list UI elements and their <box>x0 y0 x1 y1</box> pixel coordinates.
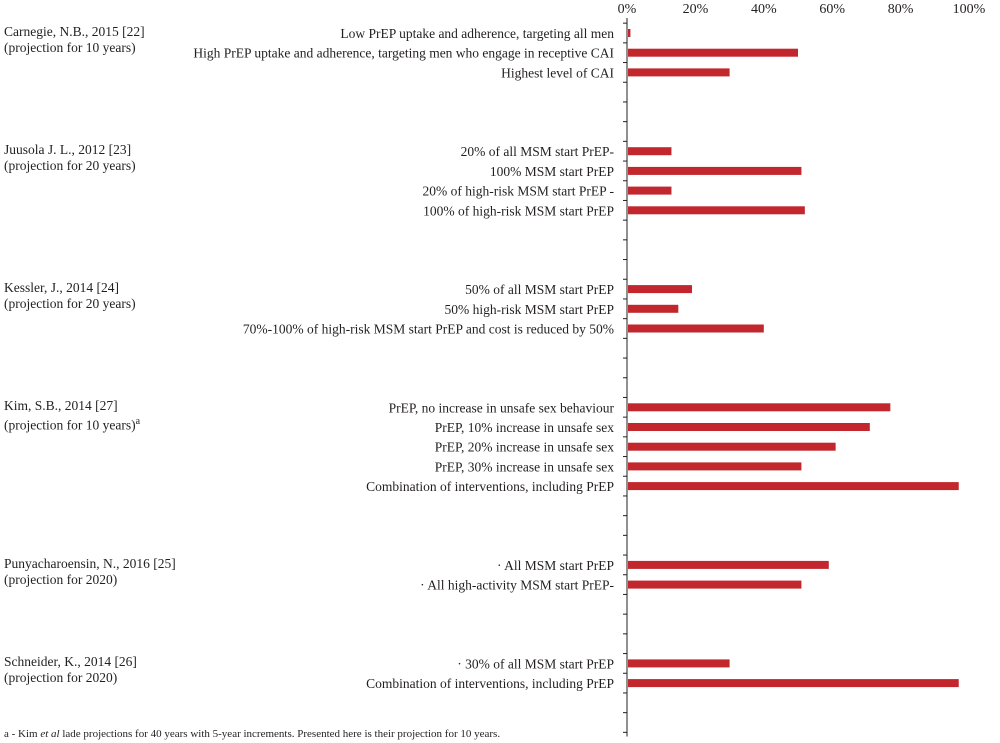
category-label: PrEP, 30% increase in unsafe sex <box>435 459 614 474</box>
x-tick-label: 40% <box>751 2 777 17</box>
bar <box>628 304 679 313</box>
group-title-line: Juusola J. L., 2012 [23] <box>4 142 132 158</box>
category-label: Low PrEP uptake and adherence, targeting… <box>340 26 614 41</box>
group-subtitle-line: (projection for 20 years) <box>4 296 136 312</box>
bar <box>628 324 764 333</box>
bar <box>628 442 836 451</box>
category-label: · 30% of all MSM start PrEP <box>457 656 614 671</box>
category-label: High PrEP uptake and adherence, targetin… <box>193 46 614 61</box>
x-tick-label: 80% <box>888 2 914 17</box>
bar <box>628 186 672 195</box>
group-title: Kessler, J., 2014 [24] (projection for 20… <box>4 280 136 312</box>
bar <box>628 29 631 37</box>
bar <box>628 48 798 57</box>
group-title-line: Punyacharoensin, N., 2016 [25] <box>4 555 176 571</box>
bar <box>628 560 829 569</box>
bar <box>628 462 802 471</box>
bar <box>628 403 891 412</box>
bar <box>628 679 959 688</box>
x-tick-label: 20% <box>683 2 709 17</box>
x-tick-label: 0% <box>618 2 637 17</box>
category-label: Combination of interventions, including … <box>366 676 614 691</box>
category-label: 20% of all MSM start PrEP- <box>461 144 615 159</box>
bar <box>628 659 730 668</box>
category-label: · All MSM start PrEP <box>497 558 614 573</box>
group-subtitle-line: (projection for 10 years)a <box>4 416 141 433</box>
group-subtitle-line: (projection for 2020) <box>4 571 118 587</box>
bar <box>628 482 959 491</box>
footnote-italic: et al <box>40 728 60 740</box>
footnote: a - Kim et al lade projections for 40 ye… <box>4 728 500 740</box>
bar <box>628 206 805 215</box>
bar <box>628 423 870 431</box>
group-subtitle-line: (projection for 2020) <box>4 670 118 686</box>
group-title-line: Kim, S.B., 2014 [27] <box>4 398 118 414</box>
category-label: Combination of interventions, including … <box>366 479 614 494</box>
category-label: PrEP, 10% increase in unsafe sex <box>435 420 614 435</box>
x-tick-label: 60% <box>819 2 845 17</box>
x-tick-label: 100% <box>953 2 986 17</box>
bar <box>628 580 802 589</box>
bar <box>628 147 672 156</box>
bar <box>628 68 730 77</box>
category-label: PrEP, 20% increase in unsafe sex <box>435 440 614 455</box>
category-label: 20% of high-risk MSM start PrEP - <box>423 184 615 199</box>
bar <box>628 285 692 294</box>
category-label: · All high-activity MSM start PrEP- <box>420 578 614 593</box>
group-title-line: Carnegie, N.B., 2015 [22] <box>4 24 145 39</box>
category-label: 100% MSM start PrEP <box>490 164 614 179</box>
category-label: 70%-100% of high-risk MSM start PrEP and… <box>243 322 614 337</box>
group-title: Schneider, K., 2014 [26] (projection for … <box>4 654 137 686</box>
footnote-prefix: a - Kim <box>4 728 41 740</box>
group-title: Juusola J. L., 2012 [23] (projection for … <box>4 142 136 174</box>
group-title: Carnegie, N.B., 2015 [22] (projection for… <box>4 24 145 56</box>
footnote-suffix: lade projections for 40 years with 5-yea… <box>59 728 501 740</box>
category-label: PrEP, no increase in unsafe sex behaviou… <box>389 400 615 415</box>
group-title: Kim, S.B., 2014 [27] (projection for 10 y… <box>4 398 140 434</box>
group-subtitle-line: (projection for 20 years) <box>4 158 136 174</box>
category-label: 100% of high-risk MSM start PrEP <box>423 203 614 218</box>
group-title: Punyacharoensin, N., 2016 [25] (projectio… <box>4 556 176 588</box>
category-label: 50% of all MSM start PrEP <box>465 282 614 297</box>
category-label: 50% high-risk MSM start PrEP <box>444 302 614 317</box>
group-title-line: Kessler, J., 2014 [24] <box>4 280 119 296</box>
bar <box>628 166 802 175</box>
group-superscript: a <box>135 416 141 428</box>
group-title-line: Schneider, K., 2014 [26] <box>4 654 137 670</box>
category-label: Highest level of CAI <box>501 65 614 80</box>
group-subtitle-line: (projection for 10 years) <box>4 40 136 55</box>
